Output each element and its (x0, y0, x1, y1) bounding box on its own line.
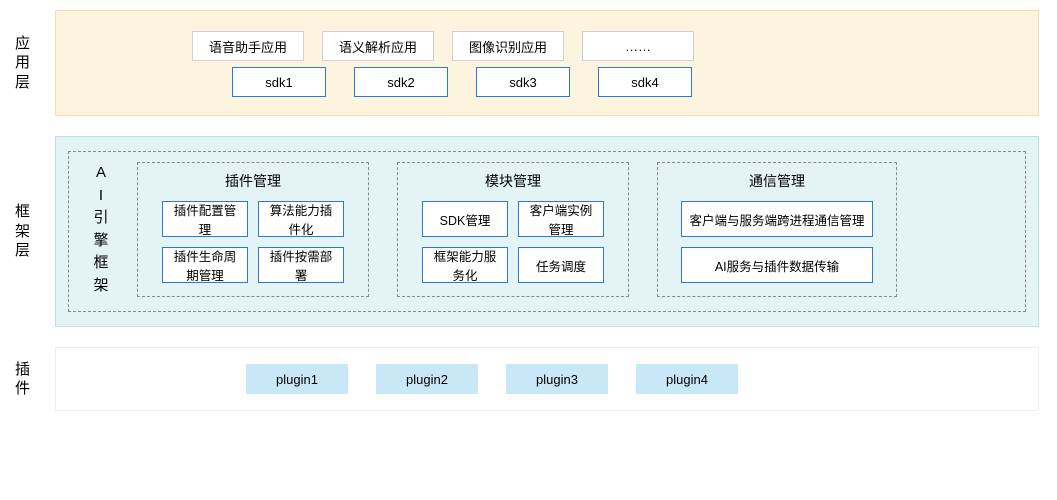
plugin-box: plugin2 (376, 364, 478, 394)
management-grid: SDK管理客户端实例管理框架能力服务化任务调度 (422, 201, 604, 283)
management-group: 插件管理插件配置管理算法能力插件化插件生命周期管理插件按需部署 (137, 162, 369, 297)
plugin-layer: 插件 plugin1 plugin2 plugin3 plugin4 (0, 337, 1057, 421)
framework-layer-body: AI引擎框架 插件管理插件配置管理算法能力插件化插件生命周期管理插件按需部署模块… (45, 126, 1057, 337)
management-group-title: 模块管理 (485, 171, 541, 191)
application-layer-label: 应用层 (0, 0, 45, 126)
management-column: 客户端与服务端跨进程通信管理 AI服务与插件数据传输 (681, 201, 873, 283)
applications-row: 语音助手应用语义解析应用图像识别应用 …… (72, 31, 1022, 61)
layer-label-text: 应用层 (15, 34, 30, 93)
plugin-layer-body: plugin1 plugin2 plugin3 plugin4 (45, 337, 1057, 421)
management-item: SDK管理 (422, 201, 508, 237)
framework-layer: 框架层 AI引擎框架 插件管理插件配置管理算法能力插件化插件生命周期管理插件按需… (0, 126, 1057, 337)
management-item: 任务调度 (518, 247, 604, 283)
sdk-box: sdk3 (476, 67, 570, 97)
application-box: 语音助手应用 (192, 31, 304, 61)
application-box: 语义解析应用 (322, 31, 434, 61)
management-item: 插件按需部署 (258, 247, 344, 283)
sdks-row: sdk1 sdk2 sdk3 sdk4 (72, 67, 1022, 97)
management-item: 客户端实例管理 (518, 201, 604, 237)
plugin-layer-label: 插件 (0, 337, 45, 421)
ai-engine-label: AI引擎框架 (83, 162, 119, 297)
management-group-title: 插件管理 (225, 171, 281, 191)
management-item: AI服务与插件数据传输 (681, 247, 873, 283)
ai-engine-label-text: AI引擎框架 (93, 162, 108, 297)
management-group-title: 通信管理 (749, 171, 805, 191)
application-box: …… (582, 31, 694, 61)
management-group: 模块管理 SDK管理客户端实例管理框架能力服务化任务调度 (397, 162, 629, 297)
framework-layer-outer: AI引擎框架 插件管理插件配置管理算法能力插件化插件生命周期管理插件按需部署模块… (55, 136, 1039, 327)
engine-dashed-container: AI引擎框架 插件管理插件配置管理算法能力插件化插件生命周期管理插件按需部署模块… (68, 151, 1026, 312)
layer-label-text: 框架层 (15, 202, 30, 261)
plugin-box: plugin1 (246, 364, 348, 394)
management-groups: 插件管理插件配置管理算法能力插件化插件生命周期管理插件按需部署 模块管理 SDK管理… (137, 162, 1011, 297)
layer-label-text: 插件 (15, 360, 30, 399)
architecture-diagram: 应用层 语音助手应用语义解析应用图像识别应用…… sdk1sdk2sdk3sdk… (0, 0, 1057, 421)
application-box: 图像识别应用 (452, 31, 564, 61)
management-item: 算法能力插件化 (258, 201, 344, 237)
plugins-row: plugin1 plugin2 plugin3 plugin4 (55, 347, 1039, 411)
application-layer-inner: 语音助手应用语义解析应用图像识别应用 …… sdk1 sdk2 sdk3 sdk4 (55, 10, 1039, 116)
application-layer-body: 语音助手应用语义解析应用图像识别应用 …… sdk1 sdk2 sdk3 sdk4 (45, 0, 1057, 126)
application-layer: 应用层 语音助手应用语义解析应用图像识别应用…… sdk1sdk2sdk3sdk… (0, 0, 1057, 126)
management-group: 通信管理客户端与服务端跨进程通信管理 AI服务与插件数据传输 (657, 162, 897, 297)
plugin-box: plugin4 (636, 364, 738, 394)
sdk-box: sdk4 (598, 67, 692, 97)
framework-layer-label: 框架层 (0, 126, 45, 337)
management-grid: 插件配置管理算法能力插件化插件生命周期管理插件按需部署 (162, 201, 344, 283)
management-item: 客户端与服务端跨进程通信管理 (681, 201, 873, 237)
management-item: 插件配置管理 (162, 201, 248, 237)
management-item: 框架能力服务化 (422, 247, 508, 283)
management-item: 插件生命周期管理 (162, 247, 248, 283)
sdk-box: sdk1 (232, 67, 326, 97)
plugin-box: plugin3 (506, 364, 608, 394)
sdk-box: sdk2 (354, 67, 448, 97)
